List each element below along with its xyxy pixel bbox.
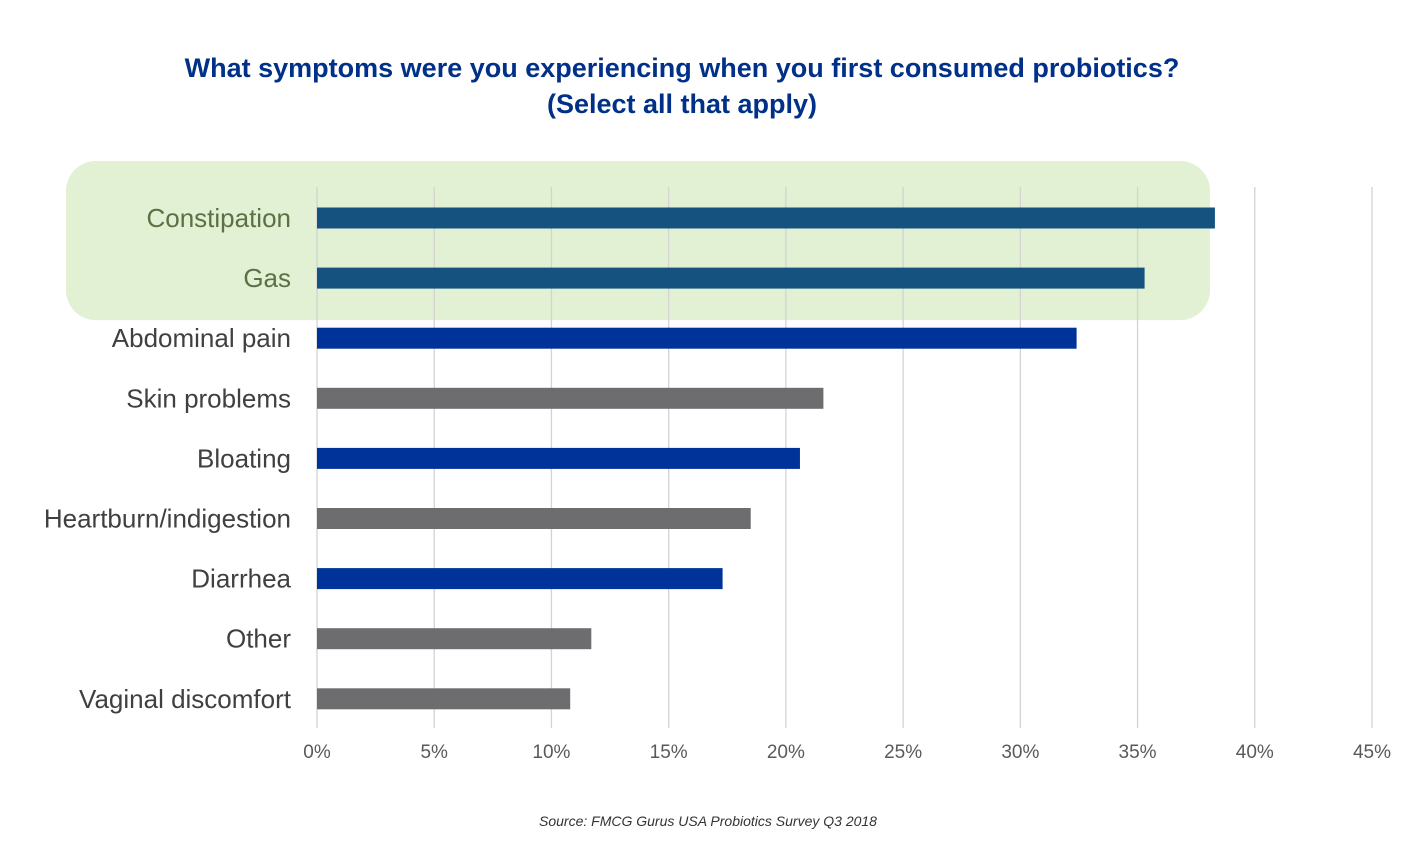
- x-tick-label: 5%: [420, 742, 448, 763]
- x-tick-label: 45%: [1353, 742, 1391, 763]
- x-tick-label: 15%: [650, 742, 688, 763]
- bar: [317, 508, 751, 529]
- bar: [317, 267, 1145, 289]
- x-tick-label: 25%: [884, 742, 922, 763]
- x-tick-label: 40%: [1236, 742, 1274, 763]
- chart-title-block: What symptoms were you experiencing when…: [0, 50, 1364, 122]
- bar: [317, 628, 592, 650]
- category-label: Gas: [243, 263, 291, 293]
- highlight-band: [66, 161, 1210, 321]
- bar: [317, 688, 571, 710]
- x-tick-label: 20%: [767, 742, 805, 763]
- category-label: Bloating: [197, 443, 291, 473]
- bar: [317, 327, 1077, 349]
- chart-title: What symptoms were you experiencing when…: [184, 53, 1180, 83]
- x-tick-label: 30%: [1001, 742, 1039, 763]
- category-label: Abdominal pain: [112, 323, 291, 353]
- x-tick-label: 10%: [532, 742, 570, 763]
- bar: [317, 387, 824, 409]
- chart-subtitle: (Select all that apply): [546, 89, 818, 119]
- category-label: Heartburn/indigestion: [44, 504, 291, 534]
- x-tick-label: 0%: [303, 742, 331, 763]
- bar: [317, 568, 723, 590]
- category-label: Skin problems: [126, 383, 291, 413]
- category-label: Other: [226, 624, 291, 654]
- category-label: Diarrhea: [191, 564, 291, 594]
- category-label: Vaginal discomfort: [79, 684, 292, 714]
- category-label: Constipation: [146, 203, 291, 233]
- bar: [317, 207, 1215, 229]
- x-tick-label: 35%: [1119, 742, 1157, 763]
- source-note: Source: FMCG Gurus USA Probiotics Survey…: [539, 813, 877, 829]
- bar: [317, 447, 800, 469]
